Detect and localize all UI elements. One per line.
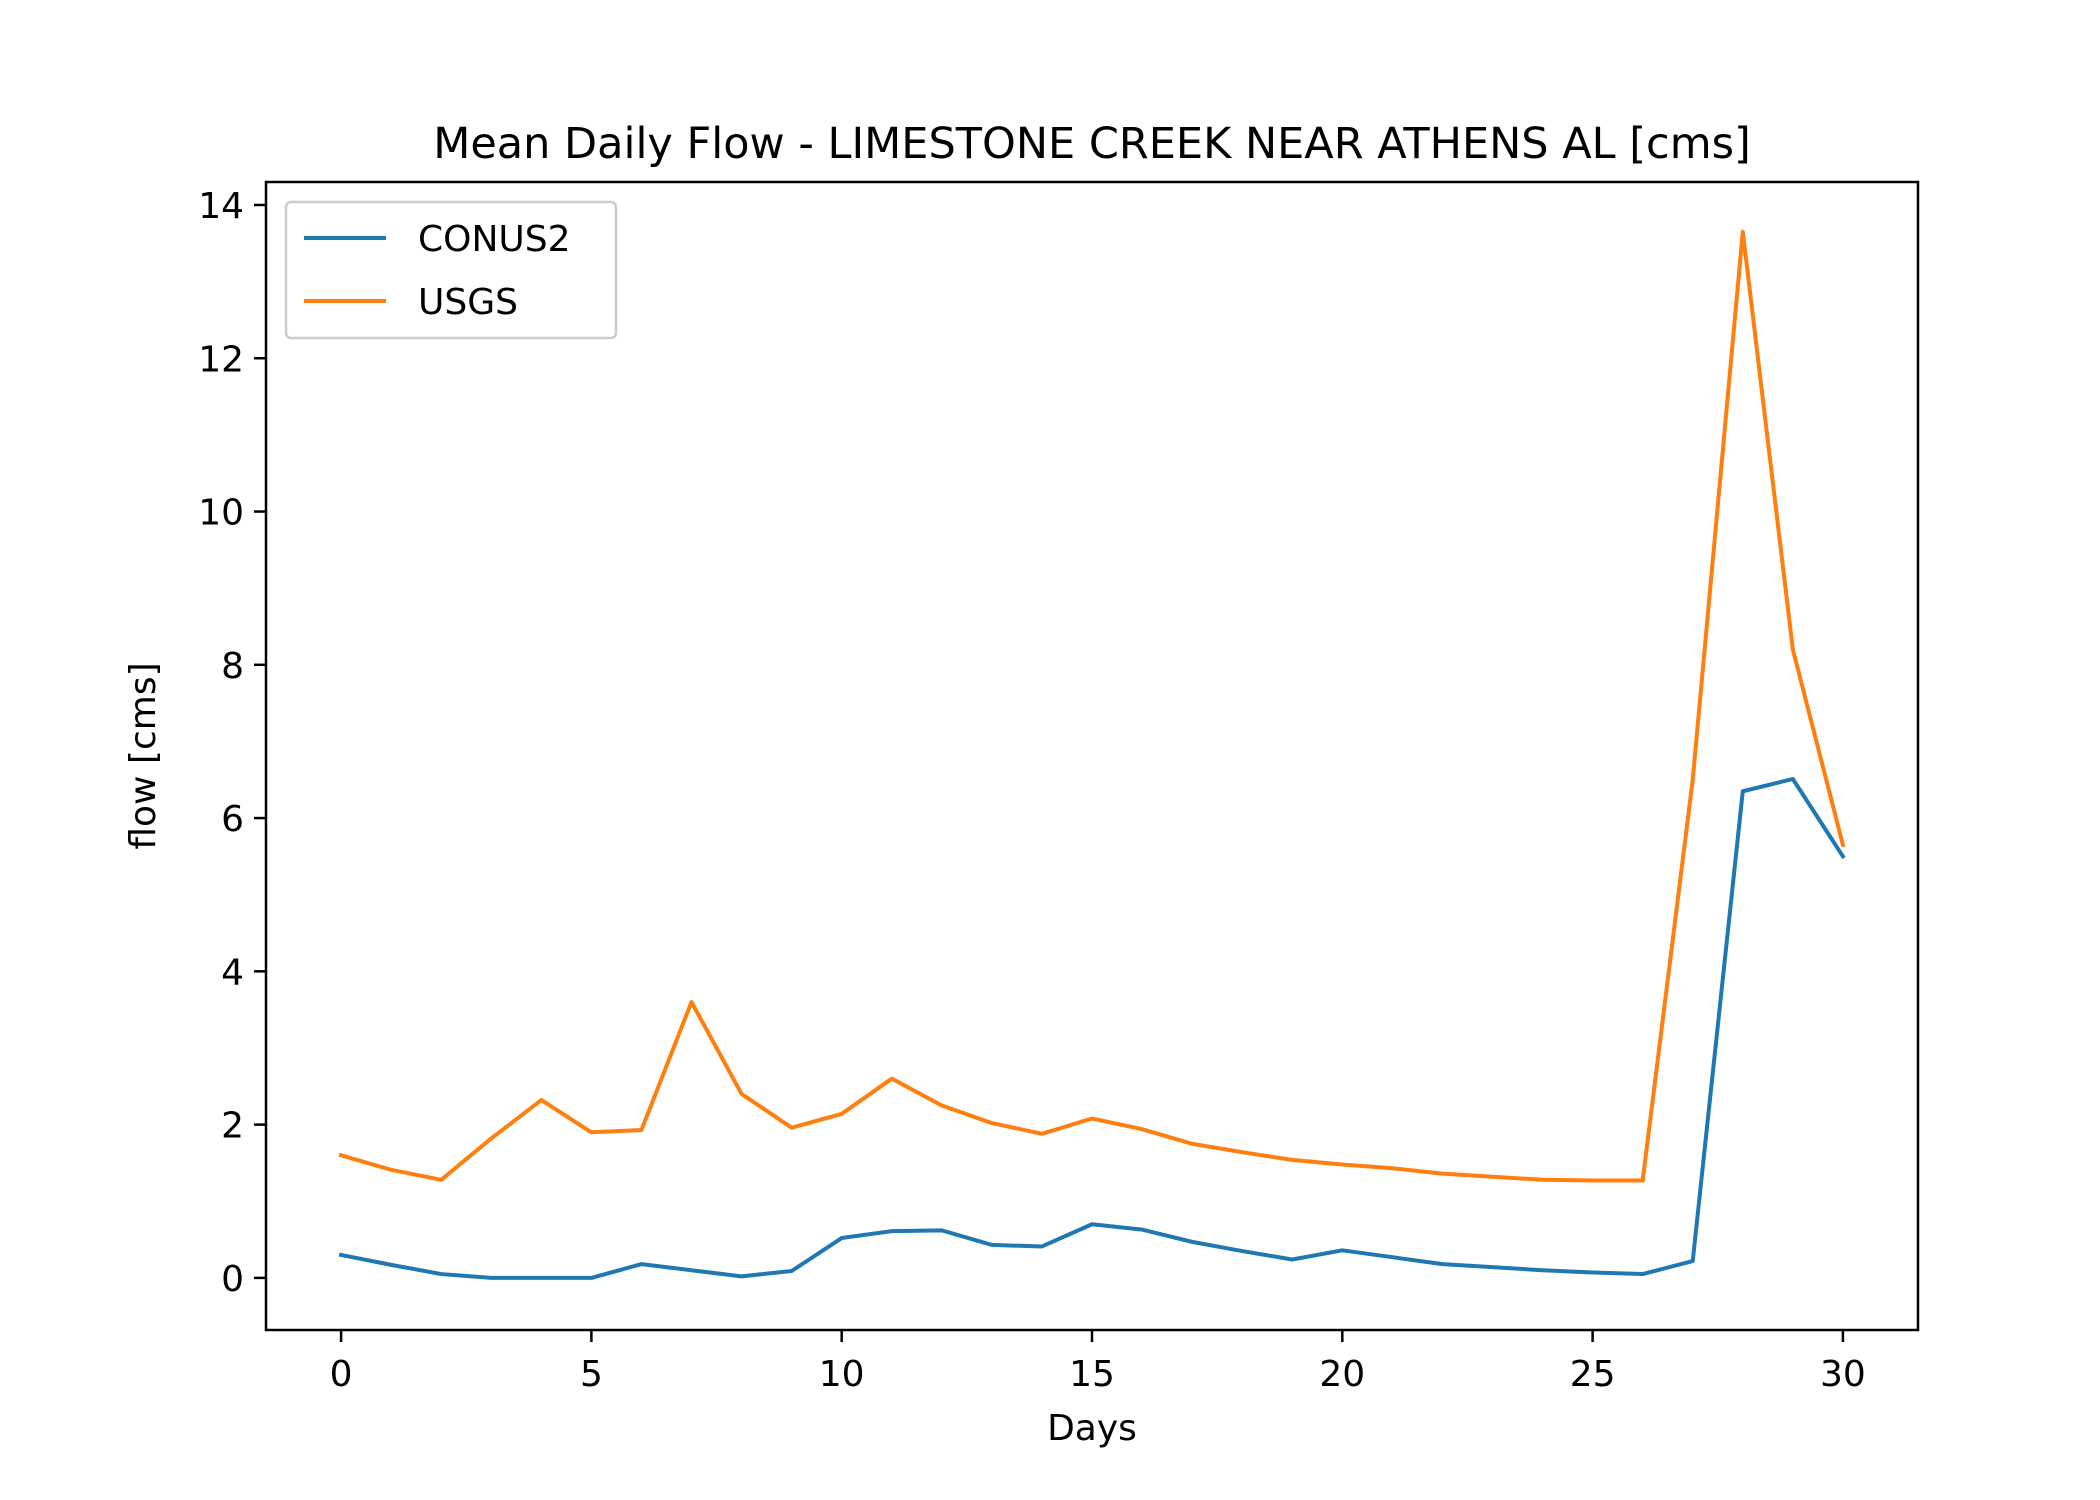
y-axis-title: flow [cms]	[123, 662, 164, 849]
axes-frame	[264, 180, 1920, 1332]
y-tick-label: 6	[221, 799, 244, 840]
plot-area	[264, 180, 1920, 1332]
y-tick-label: 10	[198, 493, 244, 534]
x-tick-label: 25	[1570, 1354, 1616, 1395]
x-tick-label: 0	[330, 1354, 353, 1395]
legend: CONUS2 USGS	[284, 200, 618, 340]
legend-label-conus2: CONUS2	[418, 219, 571, 260]
series-line-conus2	[338, 776, 1846, 1280]
x-axis-title: Days	[1047, 1408, 1137, 1449]
y-tick-label: 8	[221, 646, 244, 687]
x-tick-label: 10	[819, 1354, 865, 1395]
y-tick-label: 4	[221, 952, 244, 993]
series-layer	[338, 229, 1846, 1280]
series-line-usgs	[338, 229, 1846, 1183]
y-tick-label: 14	[198, 186, 244, 227]
y-tick-label: 2	[221, 1106, 244, 1147]
y-tick-label: 12	[198, 339, 244, 380]
legend-label-usgs: USGS	[418, 282, 518, 323]
x-tick-label: 15	[1069, 1354, 1115, 1395]
x-tick-label: 30	[1820, 1354, 1866, 1395]
x-axis-ticks: 0 5 10 15 20 25 30	[330, 1330, 1866, 1395]
y-axis-ticks: 0 2 4 6 8 10 12 14	[198, 186, 266, 1300]
y-tick-label: 0	[221, 1259, 244, 1300]
x-tick-label: 20	[1319, 1354, 1365, 1395]
chart-title: Mean Daily Flow - LIMESTONE CREEK NEAR A…	[433, 119, 1751, 169]
x-tick-label: 5	[580, 1354, 603, 1395]
